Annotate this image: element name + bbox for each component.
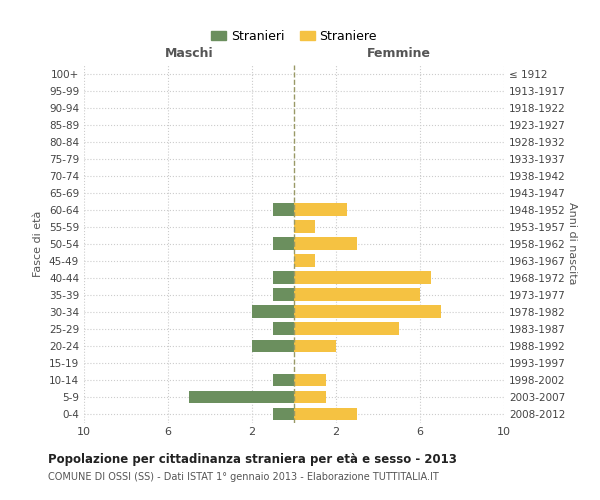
Bar <box>273 204 294 216</box>
Bar <box>294 288 420 301</box>
Bar <box>252 340 294 352</box>
Bar <box>294 322 399 336</box>
Bar <box>273 272 294 284</box>
Text: Femmine: Femmine <box>367 47 431 60</box>
Y-axis label: Anni di nascita: Anni di nascita <box>567 202 577 285</box>
Bar <box>273 238 294 250</box>
Text: Maschi: Maschi <box>164 47 214 60</box>
Bar <box>273 408 294 420</box>
Bar <box>294 204 347 216</box>
Bar <box>294 306 441 318</box>
Bar <box>273 374 294 386</box>
Bar <box>294 408 357 420</box>
Bar <box>294 238 357 250</box>
Bar <box>273 288 294 301</box>
Text: COMUNE DI OSSI (SS) - Dati ISTAT 1° gennaio 2013 - Elaborazione TUTTITALIA.IT: COMUNE DI OSSI (SS) - Dati ISTAT 1° genn… <box>48 472 439 482</box>
Bar <box>294 390 325 404</box>
Bar <box>189 390 294 404</box>
Bar <box>273 322 294 336</box>
Bar <box>294 374 325 386</box>
Bar <box>294 272 431 284</box>
Bar <box>294 254 315 267</box>
Bar <box>294 340 336 352</box>
Y-axis label: Fasce di età: Fasce di età <box>34 210 43 277</box>
Legend: Stranieri, Straniere: Stranieri, Straniere <box>206 25 382 48</box>
Bar <box>252 306 294 318</box>
Text: Popolazione per cittadinanza straniera per età e sesso - 2013: Popolazione per cittadinanza straniera p… <box>48 452 457 466</box>
Bar <box>294 220 315 233</box>
